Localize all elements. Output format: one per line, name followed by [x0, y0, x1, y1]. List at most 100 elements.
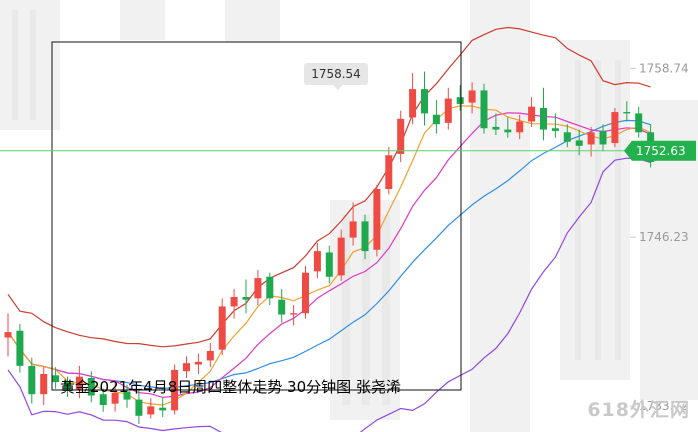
candle	[40, 367, 48, 405]
candle	[349, 202, 357, 246]
candle	[421, 71, 428, 126]
candle	[325, 245, 333, 284]
candle-body	[516, 121, 524, 133]
y-tick-label: 1758.74	[639, 61, 689, 75]
candle	[147, 398, 155, 419]
candle	[409, 72, 417, 125]
candle	[159, 396, 167, 418]
candle-body	[302, 272, 309, 314]
candle-body	[409, 89, 417, 118]
candle	[218, 298, 226, 356]
candle-body	[587, 132, 595, 145]
candle-body	[432, 114, 440, 125]
candle	[278, 288, 286, 323]
candle-body	[373, 189, 381, 250]
candle-body	[230, 297, 238, 307]
candle-body	[540, 108, 547, 130]
candle	[468, 82, 476, 114]
candle-body	[28, 365, 36, 395]
candle	[111, 383, 119, 412]
candle	[492, 113, 500, 135]
candle-body	[52, 375, 60, 383]
candle-body	[421, 89, 428, 114]
tooltip-pointer	[333, 85, 343, 90]
candle	[266, 272, 274, 306]
candle-body	[361, 221, 369, 252]
candle-body	[40, 373, 48, 395]
candle-body	[599, 130, 607, 145]
candle-body	[159, 407, 167, 411]
candle-body	[183, 363, 190, 372]
candle-body	[468, 90, 476, 103]
candle-body	[575, 140, 583, 146]
candle	[194, 353, 202, 374]
candle	[28, 357, 36, 404]
candle	[551, 113, 559, 138]
candle-body	[528, 106, 536, 122]
candle	[242, 279, 250, 314]
candle	[397, 110, 405, 162]
candle-body	[266, 276, 274, 299]
candle	[611, 108, 619, 148]
candle-body	[242, 297, 250, 300]
candle	[599, 124, 607, 152]
tooltip-value: 1758.54	[311, 67, 361, 81]
candle-body	[75, 376, 83, 391]
candle	[64, 376, 71, 397]
candle	[75, 365, 83, 399]
candle	[361, 214, 369, 260]
candle	[432, 99, 440, 134]
candle-body	[504, 129, 512, 133]
candle	[87, 371, 95, 403]
candle	[456, 85, 464, 111]
candle-body	[444, 98, 452, 123]
candle	[254, 270, 262, 306]
candle-body	[337, 237, 345, 276]
candle	[230, 288, 238, 319]
candle	[290, 305, 298, 326]
chart-title: 黄金2021年4月8日周四整体走势 30分钟图 张尧浠	[60, 378, 401, 396]
candle-body	[290, 313, 298, 315]
tooltip-bg	[304, 63, 368, 85]
current-price: 1752.63	[0, 140, 696, 161]
candle-body	[87, 378, 95, 396]
candle-body	[254, 278, 262, 299]
candle-body	[456, 97, 464, 104]
bollinger-bands	[7, 26, 651, 432]
candle-body	[218, 306, 226, 350]
candle	[99, 388, 107, 412]
overlay-box	[51, 41, 462, 391]
candle-body	[611, 112, 619, 144]
candle-body	[635, 113, 643, 133]
candle-body	[313, 251, 321, 272]
watermark: 618外汇网	[587, 398, 690, 421]
candle	[4, 313, 12, 357]
candle	[183, 356, 190, 378]
candle-body	[397, 118, 405, 154]
candle	[135, 390, 143, 424]
candle	[385, 147, 393, 195]
candle-body	[64, 382, 71, 391]
candle-body	[551, 128, 559, 131]
candle	[540, 87, 547, 141]
candle-body	[147, 406, 155, 415]
candle	[337, 229, 345, 281]
candle	[373, 184, 381, 257]
candle-body	[480, 90, 488, 129]
candle	[313, 243, 321, 279]
candle	[302, 265, 309, 319]
candle	[480, 83, 488, 134]
candle-body	[99, 394, 107, 405]
candle	[635, 106, 643, 138]
candle-body	[135, 399, 143, 416]
y-tick-label: 1733.72	[639, 399, 689, 413]
candles	[4, 71, 655, 424]
candle-body	[492, 126, 500, 130]
current-price-label-bg	[624, 140, 696, 161]
price-tooltip: 1758.54	[304, 63, 368, 90]
candle	[206, 342, 214, 368]
candle-body	[206, 351, 214, 361]
candle	[504, 117, 512, 138]
candle	[623, 101, 631, 122]
